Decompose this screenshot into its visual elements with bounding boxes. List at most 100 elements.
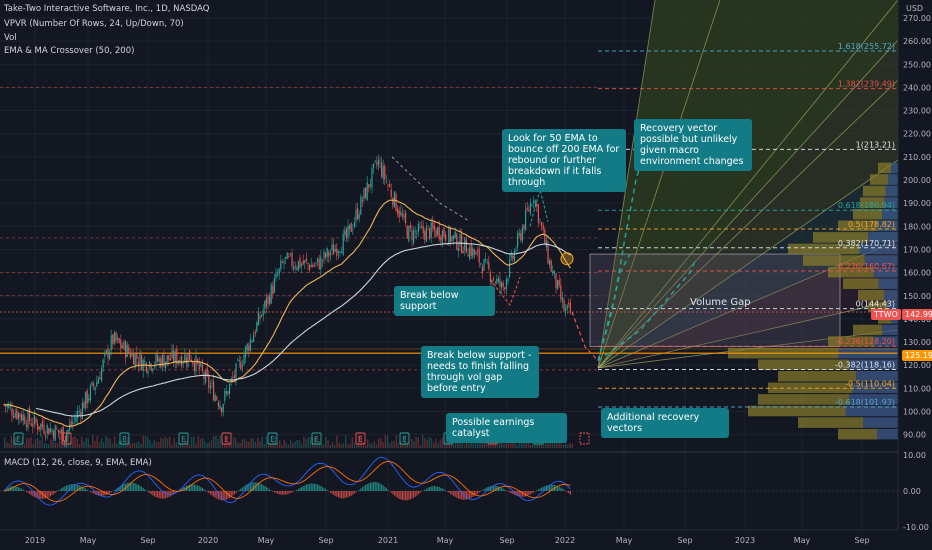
- candle-body: [537, 204, 539, 223]
- ticker-price-badge: 142.99: [902, 309, 932, 320]
- volume-bar: [21, 436, 23, 448]
- candle-body: [195, 355, 197, 372]
- candle-body: [518, 232, 520, 235]
- macd-hist-bar: [405, 491, 407, 501]
- candle-body: [515, 250, 517, 252]
- macd-hist-bar: [413, 491, 415, 498]
- candle-body: [94, 386, 96, 391]
- vpvr-bar: [845, 405, 898, 417]
- volume-bar: [369, 443, 371, 448]
- event-marker-box: [119, 432, 130, 445]
- candle-body: [425, 227, 427, 243]
- candle-body: [248, 345, 250, 351]
- macd-hist-bar: [317, 484, 319, 491]
- level-price-badge: 125.19: [902, 350, 932, 361]
- vpvr-bar: [828, 336, 874, 347]
- macd-tick-label: 10.00: [903, 451, 926, 460]
- candle-body: [384, 165, 386, 180]
- fib-label: 0.5(178.82): [848, 220, 895, 229]
- macd-hist-bar: [56, 491, 58, 492]
- macd-hist-bar: [25, 491, 27, 492]
- volume-bar: [147, 437, 149, 448]
- macd-hist-bar: [347, 491, 349, 498]
- candle-body: [193, 363, 195, 371]
- candle-body: [184, 354, 186, 363]
- macd-hist-bar: [525, 491, 527, 497]
- volume-bar: [384, 435, 386, 448]
- volume-bar: [529, 444, 532, 448]
- candle-body: [465, 239, 467, 253]
- macd-hist-bar: [115, 488, 117, 491]
- vpvr-bar: [849, 394, 898, 405]
- candle-body: [249, 339, 251, 351]
- candle-body: [360, 196, 362, 215]
- fib-label: 0(144.43): [856, 300, 895, 309]
- candle-body: [561, 298, 563, 302]
- candle-body: [213, 381, 215, 401]
- candle-body: [251, 340, 253, 342]
- macd-hist-bar: [181, 488, 183, 491]
- volume-bar: [89, 444, 92, 448]
- macd-hist-bar: [432, 486, 434, 491]
- volume-bar: [81, 436, 83, 448]
- macd-hist-bar: [470, 491, 472, 498]
- macd-hist-bar: [131, 482, 133, 491]
- candle-body: [181, 356, 183, 367]
- candle-body: [302, 260, 304, 265]
- time-tick-label: May: [258, 536, 275, 545]
- candle-body: [137, 362, 139, 366]
- candle-body: [366, 182, 368, 201]
- candle-body: [165, 361, 167, 369]
- macd-hist-bar: [395, 491, 397, 497]
- volume-bar: [316, 437, 318, 448]
- candle-body: [259, 315, 261, 320]
- volume-bar: [257, 437, 259, 448]
- candle-body: [344, 230, 346, 235]
- macd-hist-bar: [168, 491, 170, 498]
- candle-body: [174, 351, 176, 363]
- volume-bar: [144, 435, 147, 448]
- macd-hist-bar: [544, 486, 546, 491]
- candle-body: [225, 391, 227, 394]
- candle-body: [38, 426, 40, 430]
- candle-body: [320, 256, 322, 270]
- candle-body: [37, 423, 39, 430]
- volume-bar: [54, 442, 56, 448]
- candle-body: [379, 161, 381, 163]
- volume-bar: [362, 442, 364, 448]
- candle-body: [352, 229, 354, 231]
- candle-body: [61, 429, 63, 433]
- candle-body: [509, 259, 511, 278]
- vpvr-bar: [891, 162, 898, 174]
- volume-bar: [10, 436, 12, 448]
- time-tick-label: Sep: [854, 536, 869, 545]
- volume-bar: [202, 437, 204, 448]
- macd-hist-bar: [390, 491, 392, 493]
- volume-bar: [294, 441, 296, 448]
- macd-hist-bar: [269, 489, 271, 491]
- macd-hist-bar: [133, 483, 135, 491]
- price-axis-bg: [898, 0, 932, 530]
- macd-hist-bar: [205, 490, 207, 491]
- candle-body: [467, 254, 469, 257]
- macd-hist-bar: [249, 482, 251, 491]
- macd-hist-bar: [29, 491, 31, 495]
- macd-hist-bar: [125, 483, 127, 491]
- macd-hist-bar: [379, 483, 381, 491]
- candle-body: [208, 374, 210, 388]
- legend-vpvr: VPVR (Number Of Rows, 24, Up/Down, 70): [4, 19, 184, 29]
- candle-body: [269, 296, 271, 304]
- candle-body: [11, 408, 13, 416]
- volume-bar: [334, 444, 336, 448]
- volume-bar: [395, 435, 397, 448]
- candle-body: [477, 250, 479, 252]
- candle-body: [8, 404, 10, 408]
- volume-bar: [303, 436, 305, 448]
- candle-body: [333, 244, 335, 255]
- candle-body: [83, 402, 85, 409]
- volume-bar: [78, 444, 81, 448]
- macd-hist-bar: [211, 491, 213, 496]
- volume-bar: [510, 441, 512, 448]
- macd-hist-bar: [72, 483, 74, 491]
